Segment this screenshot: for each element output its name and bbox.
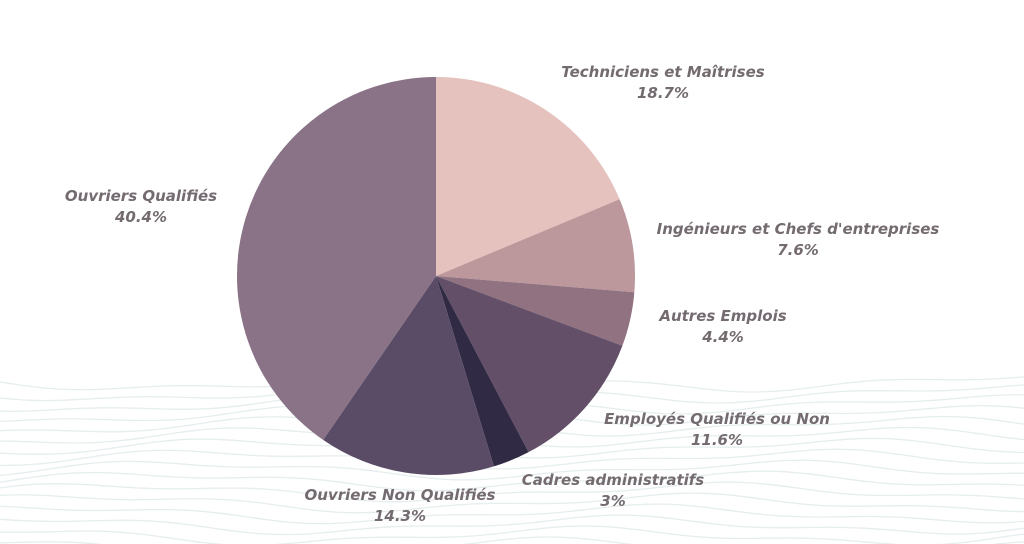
background-wave-line (0, 492, 1024, 514)
label-ouvriers-non-qualifies-name: Ouvriers Non Qualifiés (304, 486, 496, 504)
label-ouvriers-qualifies-name: Ouvriers Qualifiés (64, 187, 218, 205)
label-ingenieurs: Ingénieurs et Chefs d'entreprises 7.6% (657, 219, 940, 261)
label-ouvriers-non-qualifies-value: 14.3% (373, 507, 427, 525)
label-ingenieurs-value: 7.6% (777, 241, 819, 259)
background-wave-line (0, 459, 1024, 481)
pie-slice-1 (436, 199, 636, 293)
label-employes-value: 11.6% (690, 431, 744, 449)
label-ouvriers-non-qualifies: Ouvriers Non Qualifiés 14.3% (305, 485, 496, 527)
pie-slice-5 (323, 276, 494, 476)
pie-slice-2 (436, 276, 635, 346)
pie-slice-3 (436, 276, 623, 453)
background-wave-line (0, 536, 1024, 544)
label-autres-emplois-value: 4.4% (702, 328, 744, 346)
label-techniciens: Techniciens et Maîtrises 18.7% (561, 62, 764, 104)
label-employes: Employés Qualifiés ou Non 11.6% (604, 409, 830, 451)
label-cadres: Cadres administratifs 3% (522, 470, 704, 512)
label-ingenieurs-name: Ingénieurs et Chefs d'entreprises (656, 220, 940, 238)
background-wave-line (0, 525, 1024, 544)
label-ouvriers-qualifies: Ouvriers Qualifiés 40.4% (65, 186, 217, 228)
background-wave-line (0, 470, 1024, 492)
label-ouvriers-qualifies-value: 40.4% (114, 208, 168, 226)
background-wave-line (0, 514, 1024, 536)
label-cadres-name: Cadres administratifs (521, 471, 705, 489)
background-wave-line (0, 448, 1024, 470)
background-wave-line (0, 481, 1024, 503)
label-employes-name: Employés Qualifiés ou Non (604, 410, 830, 428)
pie-slice-4 (436, 276, 529, 467)
label-autres-emplois-name: Autres Emplois (659, 307, 787, 325)
label-autres-emplois: Autres Emplois 4.4% (659, 306, 786, 348)
pie-slice-6 (237, 77, 436, 440)
label-techniciens-value: 18.7% (636, 84, 690, 102)
pie-slice-0 (436, 77, 620, 276)
label-cadres-value: 3% (600, 492, 626, 510)
label-techniciens-name: Techniciens et Maîtrises (561, 63, 765, 81)
background-wave-line (0, 503, 1024, 525)
